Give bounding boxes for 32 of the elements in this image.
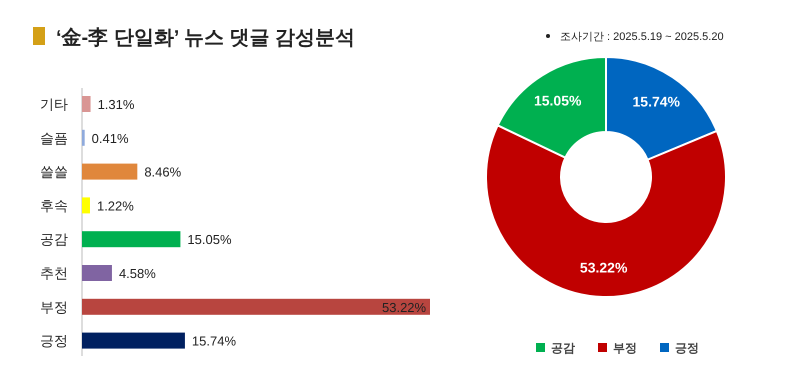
data-label: 15.74% <box>632 94 681 110</box>
chart-title: ‘金-李 단일화’ 뉴스 댓글 감성분석 <box>56 27 355 49</box>
legend-label: 부정 <box>613 341 637 355</box>
data-label: 0.41% <box>92 130 129 146</box>
y-tick-label: 추천 <box>40 265 68 281</box>
data-label: 15.05% <box>187 232 232 248</box>
data-label: 15.05% <box>534 92 582 108</box>
bar <box>82 332 185 349</box>
bar <box>82 164 138 180</box>
data-label: 53.22% <box>580 259 628 276</box>
y-tick-label: 슬픔 <box>40 130 68 146</box>
bar <box>82 265 112 281</box>
bar <box>82 130 85 146</box>
y-tick-label: 후속 <box>40 197 68 214</box>
data-label: 1.22% <box>96 198 134 214</box>
data-label: 4.58% <box>118 266 156 281</box>
data-label: 8.46% <box>144 164 182 180</box>
legend-label: 공감 <box>551 341 575 355</box>
bar <box>82 231 180 248</box>
text: 조사기간 : 2025.5.19 ~ 2025.5.20 <box>560 31 724 43</box>
data-label: 1.31% <box>98 97 135 112</box>
bar <box>82 197 90 214</box>
legend-label: 긍정 <box>675 341 699 355</box>
y-tick-label: 공감 <box>40 231 68 248</box>
y-tick-label: 쓸쓸 <box>40 164 68 180</box>
bar <box>82 96 91 112</box>
data-label: 15.74% <box>192 334 236 349</box>
y-tick-label: 부정 <box>40 298 68 315</box>
y-tick-label: 긍정 <box>40 332 68 349</box>
bar <box>82 298 430 315</box>
y-tick-label: 기타 <box>40 96 68 112</box>
data-label: 53.22% <box>382 300 427 315</box>
